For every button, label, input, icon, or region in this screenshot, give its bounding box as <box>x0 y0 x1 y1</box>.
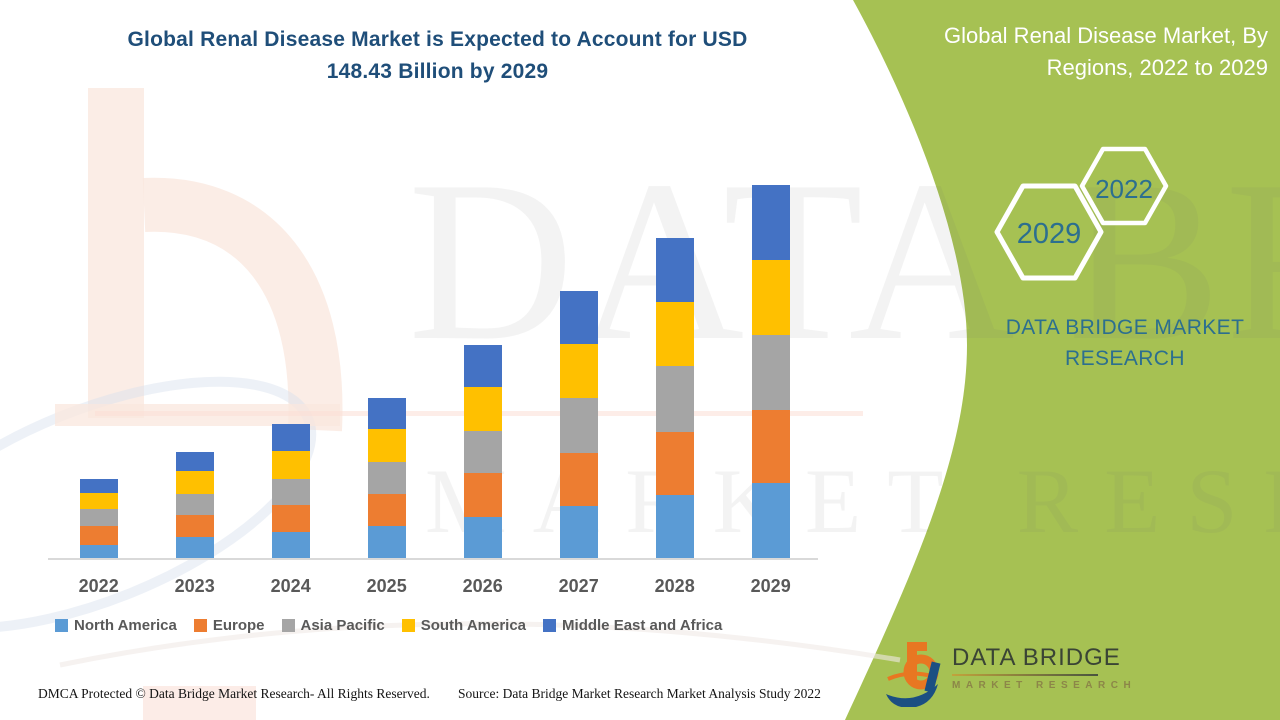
bar-2027-asia-pacific <box>559 397 598 453</box>
bar-2023-asia-pacific <box>175 493 214 516</box>
bar-2025-europe <box>367 494 406 527</box>
legend-item-north-america: North America <box>55 617 177 634</box>
x-axis-line <box>48 558 818 560</box>
side-panel-shape <box>845 0 1280 720</box>
bar-2026-asia-pacific <box>463 430 502 473</box>
x-tick-2028: 2028 <box>654 576 695 596</box>
bar-2024-north-america <box>271 532 310 558</box>
logo-subtitle-text: MARKET RESEARCH <box>952 680 1137 691</box>
bar-2028-north-america <box>655 495 694 558</box>
legend-swatch-icon <box>281 619 295 632</box>
bar-2022-europe <box>79 525 118 545</box>
bar-2029-europe <box>751 409 790 483</box>
chart-title: Global Renal Disease Market is Expected … <box>60 24 815 88</box>
bar-2025-south-america <box>367 429 406 462</box>
bar-2023-north-america <box>175 536 214 558</box>
bar-2028-south-america <box>655 301 694 367</box>
hexagon-2029-label: 2029 <box>1016 218 1082 250</box>
bar-2028-middle-east-and-africa <box>655 238 694 302</box>
footer-dmca-text: DMCA Protected © Data Bridge Market Rese… <box>38 686 430 701</box>
bar-2028-asia-pacific <box>655 366 694 432</box>
legend-item-middle-east-and-africa: Middle East and Africa <box>543 617 722 634</box>
legend-swatch-icon <box>55 619 68 632</box>
chart-title-line1: Global Renal Disease Market is Expected … <box>127 28 748 51</box>
x-tick-2023: 2023 <box>174 576 215 596</box>
legend-swatch-icon <box>543 619 557 632</box>
legend-swatch-icon <box>193 619 207 632</box>
legend-swatch-icon <box>401 619 415 632</box>
hexagon-2022-label: 2022 <box>1095 174 1153 204</box>
x-tick-2025: 2025 <box>366 576 407 596</box>
side-panel-title-line1: Global Renal Disease Market, By <box>943 23 1268 48</box>
data-bridge-logo-icon <box>886 642 941 707</box>
logo-d-stem <box>924 661 941 693</box>
brand-name-line1: DATA BRIDGE MARKET <box>1005 316 1245 339</box>
bar-2024-europe <box>271 504 310 533</box>
bar-2023-middle-east-and-africa <box>175 451 214 472</box>
x-tick-2022: 2022 <box>78 576 119 596</box>
legend-label: Asia Pacific <box>300 617 385 634</box>
x-tick-2029: 2029 <box>750 576 791 596</box>
bar-2024-south-america <box>271 451 310 479</box>
bar-2022-asia-pacific <box>79 509 118 526</box>
logo-d-swoosh <box>886 684 938 707</box>
logo-underline <box>952 674 1098 676</box>
bar-2029-middle-east-and-africa <box>751 184 790 260</box>
legend-item-asia-pacific: Asia Pacific <box>281 617 385 634</box>
brand-name-text: DATA BRIDGE MARKET RESEARCH <box>985 312 1265 374</box>
bar-2027-north-america <box>559 506 598 558</box>
legend-item-europe: Europe <box>193 617 265 634</box>
bar-2029-south-america <box>751 259 790 335</box>
bar-2029-asia-pacific <box>751 334 790 410</box>
logo-orange-tail <box>887 671 933 681</box>
legend-item-south-america: South America <box>401 617 527 634</box>
bar-2028-europe <box>655 431 694 496</box>
legend-label: Middle East and Africa <box>562 617 723 634</box>
bar-2025-middle-east-and-africa <box>367 398 406 430</box>
brand-name-line2: RESEARCH <box>1065 347 1185 370</box>
bar-2022-north-america <box>79 544 118 558</box>
bar-2024-asia-pacific <box>271 478 310 505</box>
bar-2023-europe <box>175 515 214 537</box>
legend-label: North America <box>74 617 177 634</box>
bar-2022-south-america <box>79 493 118 510</box>
chart-legend: North America Europe Asia Pacific South Ame… <box>55 617 722 634</box>
bar-2029-north-america <box>751 483 790 558</box>
side-panel-title: Global Renal Disease Market, By Regions,… <box>916 20 1268 84</box>
bar-2026-north-america <box>463 516 502 558</box>
logo-text-block: DATA BRIDGE MARKET RESEARCH <box>952 644 1137 691</box>
bar-2023-south-america <box>175 471 214 494</box>
x-tick-2024: 2024 <box>270 576 311 596</box>
x-tick-2027: 2027 <box>558 576 599 596</box>
bar-2022-middle-east-and-africa <box>79 479 118 494</box>
logo-name-text: DATA BRIDGE <box>952 644 1121 671</box>
x-tick-2026: 2026 <box>462 576 503 596</box>
bar-2027-europe <box>559 452 598 507</box>
legend-label: Europe <box>212 617 265 634</box>
bar-2025-asia-pacific <box>367 461 406 495</box>
bar-2025-north-america <box>367 526 406 558</box>
bar-2026-europe <box>463 472 502 517</box>
bar-2026-middle-east-and-africa <box>463 344 502 387</box>
footer-source-text: Source: Data Bridge Market Research Mark… <box>458 686 821 701</box>
side-panel-title-line2: Regions, 2022 to 2029 <box>1046 55 1268 80</box>
bar-2027-south-america <box>559 344 598 398</box>
legend-label: South America <box>420 617 527 634</box>
bar-2026-south-america <box>463 386 502 431</box>
bar-2027-middle-east-and-africa <box>559 291 598 345</box>
chart-title-line2: 148.43 Billion by 2029 <box>326 60 549 83</box>
bar-2024-middle-east-and-africa <box>271 423 310 452</box>
